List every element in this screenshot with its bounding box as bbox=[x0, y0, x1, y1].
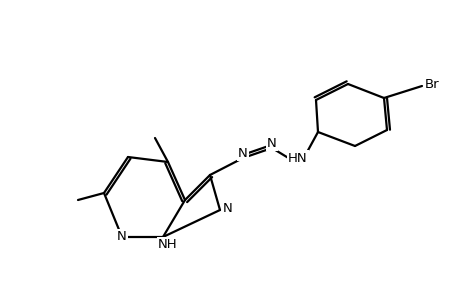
Text: NH: NH bbox=[158, 238, 178, 251]
Text: N: N bbox=[223, 202, 232, 214]
Text: N: N bbox=[117, 230, 127, 244]
Text: HN: HN bbox=[287, 152, 307, 164]
Text: N: N bbox=[238, 146, 247, 160]
Text: Br: Br bbox=[424, 77, 438, 91]
Text: N: N bbox=[267, 136, 276, 149]
